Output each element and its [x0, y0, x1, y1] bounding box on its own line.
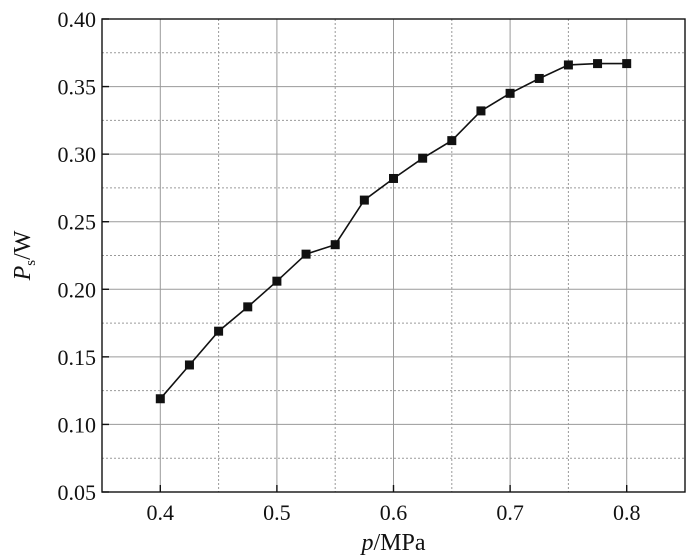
- y-axis-label-unit: /W: [10, 230, 36, 260]
- y-tick-label-7: 0.40: [58, 7, 97, 32]
- y-tick-label-3: 0.20: [58, 277, 97, 302]
- data-point-10: [447, 136, 457, 146]
- data-point-9: [418, 153, 428, 163]
- data-point-0: [155, 394, 165, 404]
- y-tick-labels: 0.05 0.10 0.15 0.20 0.25 0.30 0.35 0.40: [58, 7, 97, 505]
- x-tick-label-0: 0.4: [147, 500, 175, 525]
- x-tick-labels: 0.4 0.5 0.6 0.7 0.8: [147, 500, 641, 525]
- data-point-6: [330, 240, 340, 250]
- axis-ticks: [102, 18, 628, 493]
- x-tick-label-1: 0.5: [263, 500, 291, 525]
- y-tick-label-2: 0.15: [58, 345, 97, 370]
- data-point-13: [534, 73, 544, 83]
- data-point-1: [184, 360, 194, 370]
- data-point-8: [389, 173, 398, 183]
- data-point-12: [505, 88, 515, 98]
- x-tick-label-4: 0.8: [613, 500, 641, 525]
- y-tick-label-0: 0.05: [58, 480, 97, 505]
- x-axis-label: p/MPa: [359, 530, 425, 556]
- data-point-15: [593, 59, 603, 69]
- x-tick-label-3: 0.7: [496, 500, 524, 525]
- x-axis-label-symbol: p: [359, 530, 373, 556]
- grid: [102, 18, 685, 493]
- y-axis-label: Ps/W: [10, 230, 39, 281]
- y-tick-label-6: 0.35: [58, 75, 97, 100]
- data-point-3: [243, 302, 253, 312]
- y-tick-label-1: 0.10: [58, 412, 97, 437]
- series-0: [155, 59, 632, 404]
- data-point-14: [563, 60, 573, 70]
- y-axis-label-subscript: s: [23, 260, 39, 266]
- data-point-5: [301, 249, 311, 259]
- y-tick-label-5: 0.30: [58, 142, 97, 167]
- data-point-4: [272, 276, 282, 286]
- data-point-16: [622, 59, 632, 69]
- x-tick-label-2: 0.6: [380, 500, 408, 525]
- x-axis-label-unit: /MPa: [373, 530, 425, 556]
- data-point-7: [359, 195, 369, 205]
- data-point-11: [476, 106, 486, 116]
- y-axis-label-symbol: P: [10, 265, 36, 281]
- y-tick-label-4: 0.25: [58, 210, 97, 235]
- data-point-2: [214, 326, 224, 336]
